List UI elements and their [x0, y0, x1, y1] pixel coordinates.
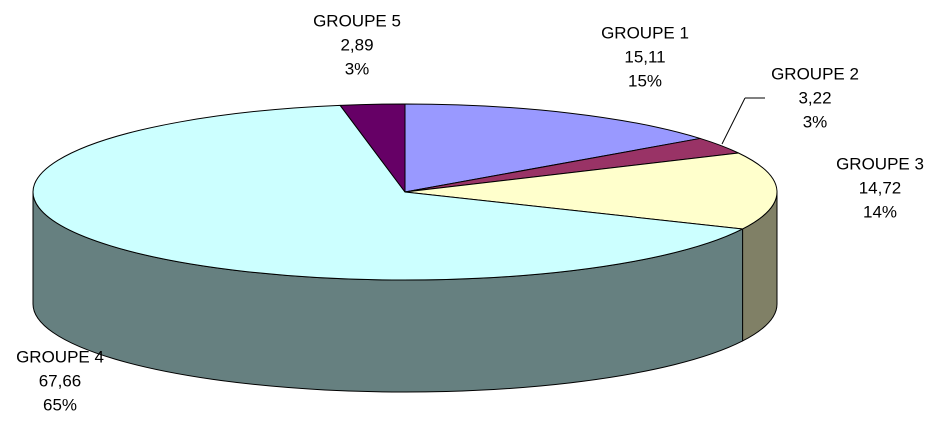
data-label-percent: 3% — [803, 112, 828, 131]
data-label-name: GROUPE 3 — [836, 154, 924, 173]
data-label-value: 67,66 — [39, 371, 82, 390]
leader-line — [721, 97, 746, 145]
slice — [339, 103, 406, 193]
data-label-percent: 3% — [345, 59, 370, 78]
data-label-name: GROUPE 5 — [313, 11, 401, 30]
data-label-value: 2,89 — [340, 35, 373, 54]
data-label-value: 15,11 — [624, 47, 665, 66]
data-label-name: GROUPE 4 — [16, 347, 104, 366]
data-label-percent: 65% — [43, 395, 77, 414]
data-label-value: 3,22 — [798, 88, 831, 107]
data-label-value: 14,72 — [859, 178, 902, 197]
data-label-percent: 14% — [863, 202, 897, 221]
data-label-name: GROUPE 2 — [771, 64, 859, 83]
slice — [404, 103, 701, 193]
data-label-name: GROUPE 1 — [601, 23, 689, 42]
slice — [404, 152, 778, 230]
data-label-percent: 15% — [628, 71, 662, 90]
slice — [32, 104, 744, 281]
